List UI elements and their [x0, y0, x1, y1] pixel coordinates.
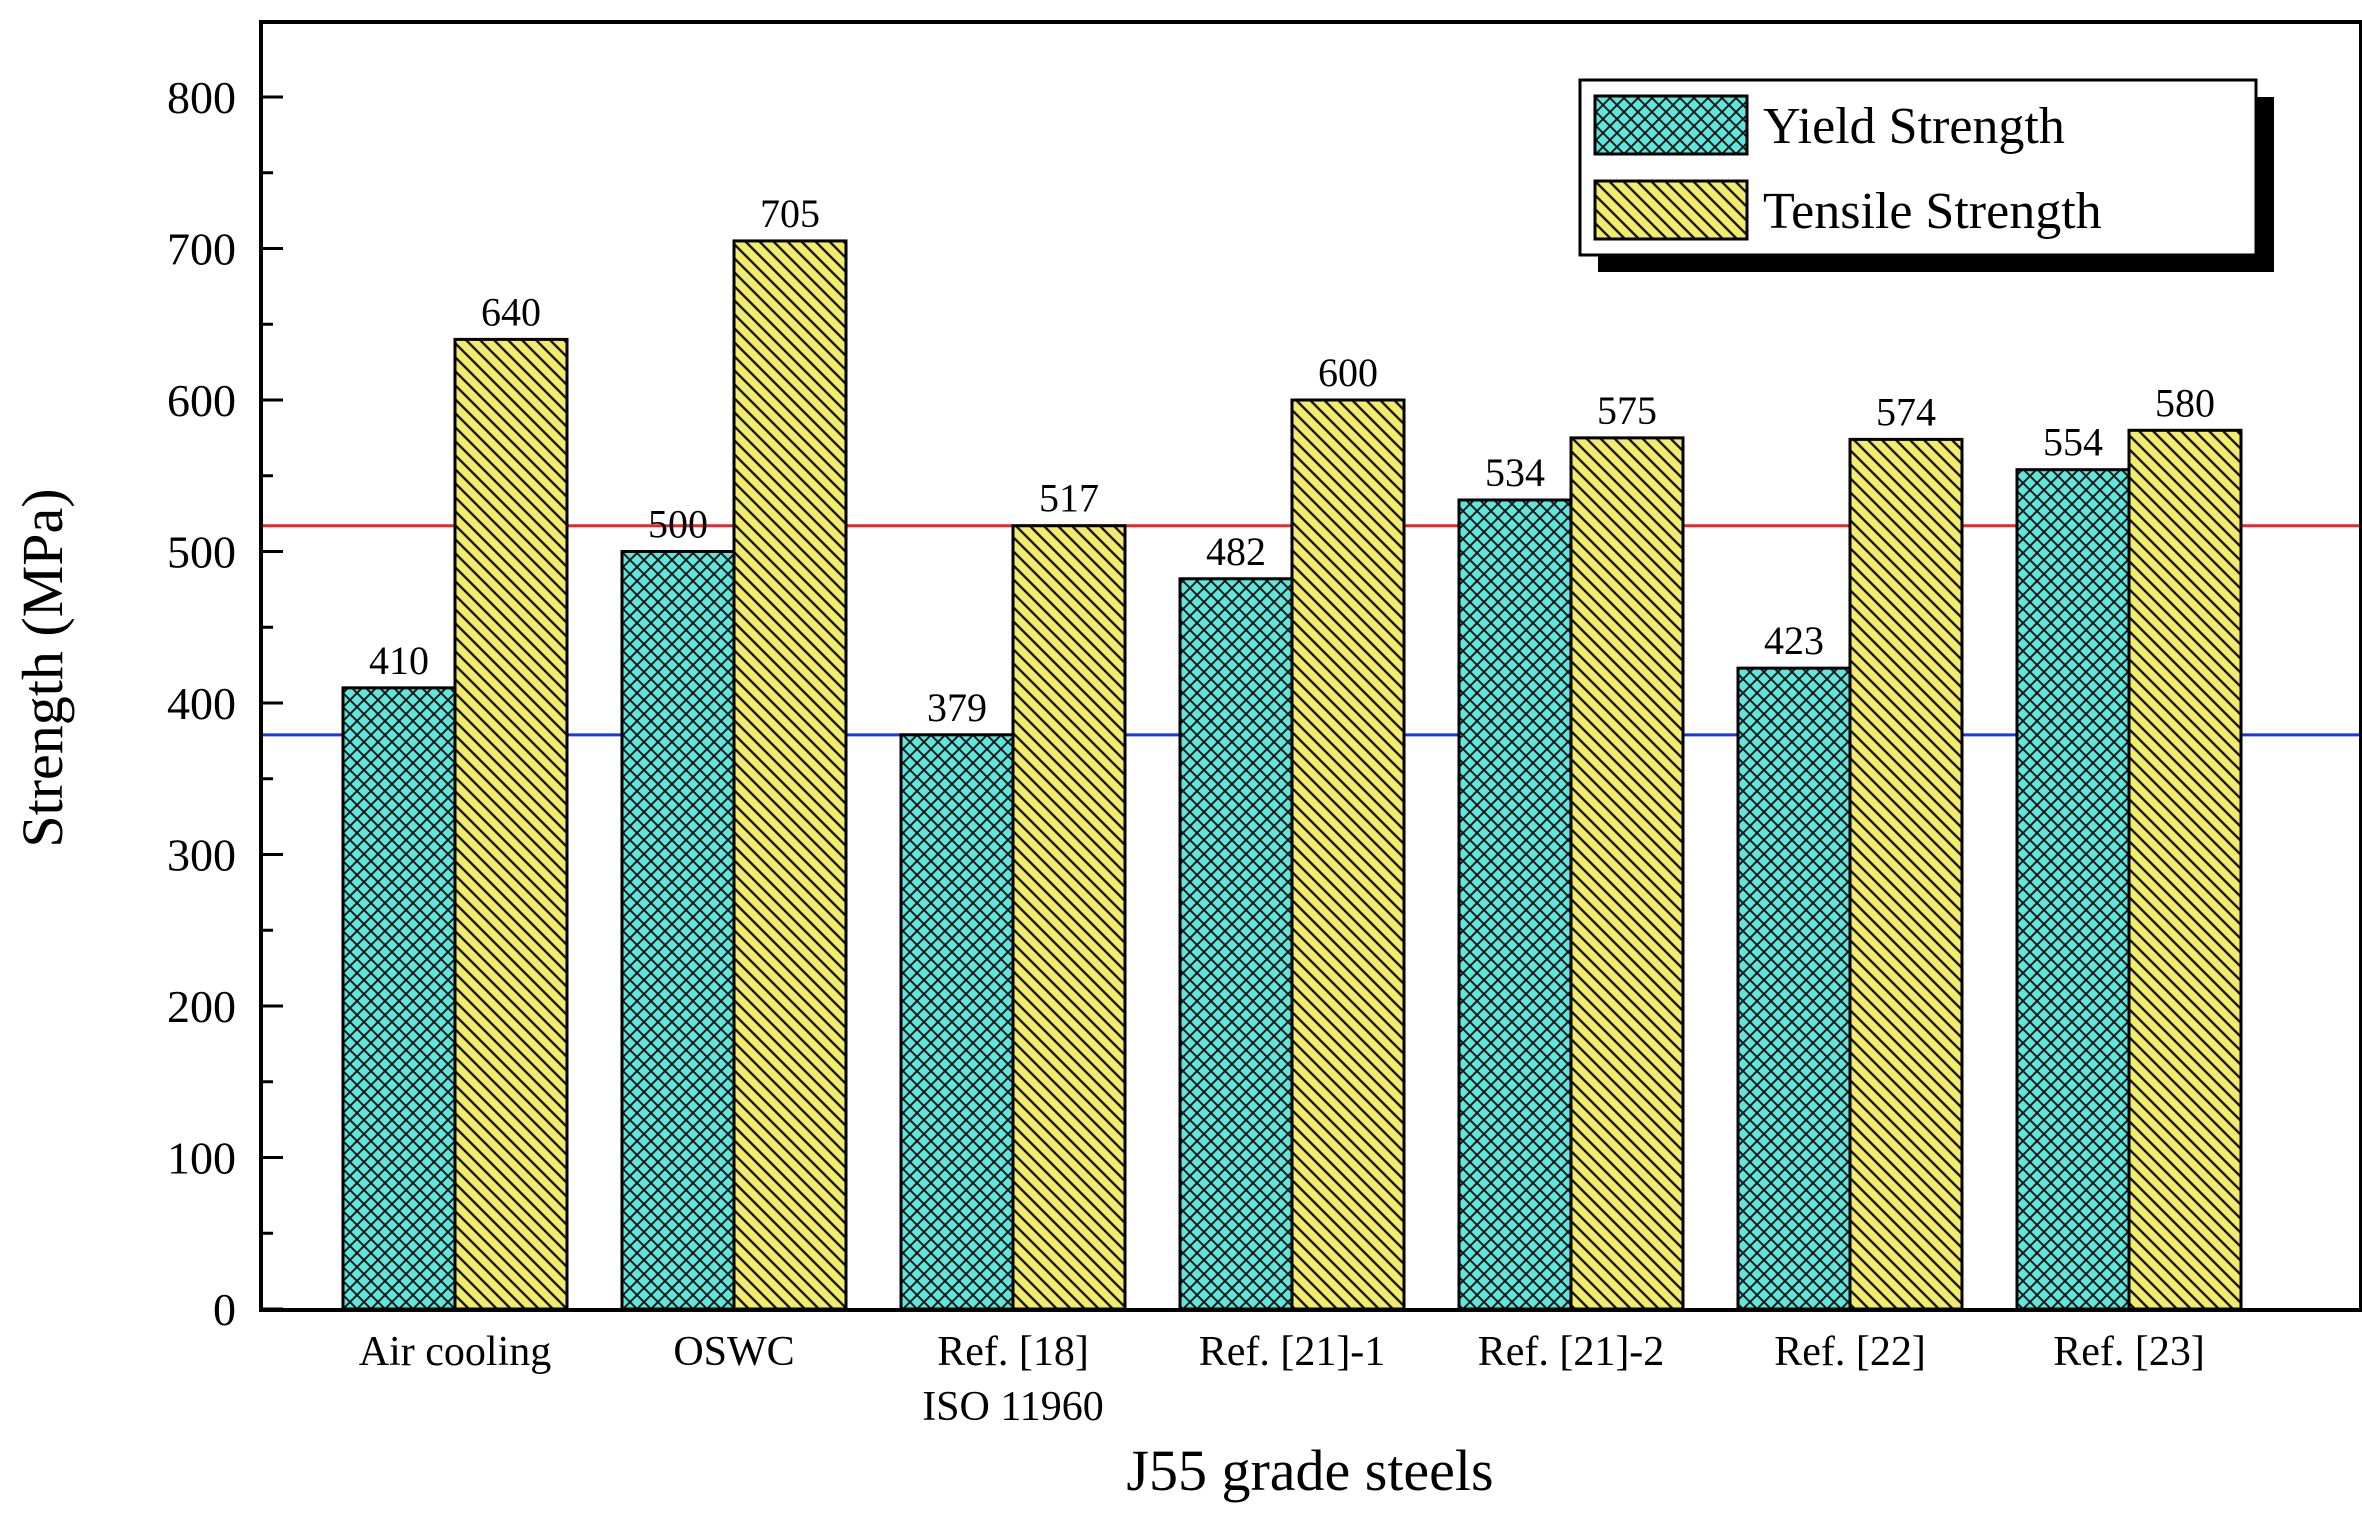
bars-group [341, 239, 2243, 1311]
bar-tensile-0 [453, 337, 569, 1311]
x-axis: Air cooling OSWC Ref. [18] ISO 11960 Ref. [2… [359, 1294, 2205, 1430]
bar-label-yield-2: 379 [927, 685, 987, 730]
y-tick-label-5: 500 [167, 527, 236, 578]
x-category-label-2-0: Ref. [18] [937, 1329, 1089, 1375]
plot-frame [259, 20, 2362, 1312]
x-category-label-0-0: Air cooling [359, 1329, 551, 1375]
bar-yield-5 [1736, 666, 1852, 1311]
bar-yield-4 [1457, 498, 1573, 1311]
bar-label-tensile-3: 600 [1318, 350, 1378, 395]
bar-tensile-6 [2127, 428, 2243, 1311]
y-tick-label-4: 400 [167, 678, 236, 729]
bar-labels-group: 410 640 500 705 379 517 482 600 534 575 423 574 554 5… [369, 191, 2215, 730]
x-axis-title: J55 grade steels [1126, 1438, 1493, 1503]
y-tick-label-1: 100 [167, 1133, 236, 1184]
x-category-label-3-0: Ref. [21]-1 [1199, 1329, 1386, 1375]
bar-label-tensile-5: 574 [1876, 389, 1936, 434]
x-category-label-2-1: ISO 11960 [922, 1384, 1104, 1430]
legend-swatch-yield [1593, 94, 1749, 156]
legend-label-yield: Yield Strength [1763, 98, 2065, 155]
bar-label-yield-4: 534 [1485, 450, 1545, 495]
x-category-label-4-0: Ref. [21]-2 [1478, 1329, 1665, 1375]
bar-tensile-1 [732, 239, 848, 1311]
y-axis: 0 100 200 300 400 500 600 700 800 [167, 72, 283, 1335]
bar-tensile-4 [1569, 436, 1685, 1311]
bar-label-tensile-1: 705 [760, 191, 820, 236]
y-tick-label-6: 600 [167, 375, 236, 426]
x-category-label-6-0: Ref. [23] [2053, 1329, 2205, 1375]
bar-label-yield-5: 423 [1764, 618, 1824, 663]
y-tick-label-0: 0 [213, 1284, 236, 1335]
bar-tensile-5 [1848, 437, 1964, 1311]
bar-tensile-3 [1290, 398, 1406, 1311]
bar-yield-0 [341, 686, 457, 1311]
bar-label-tensile-6: 580 [2155, 380, 2215, 425]
bar-yield-3 [1178, 577, 1294, 1311]
bar-yield-6 [2015, 468, 2131, 1311]
y-tick-label-2: 200 [167, 981, 236, 1032]
bar-label-yield-3: 482 [1206, 529, 1266, 574]
y-tick-label-7: 700 [167, 224, 236, 275]
bar-label-yield-6: 554 [2043, 420, 2103, 465]
y-tick-label-8: 800 [167, 72, 236, 123]
bar-label-tensile-2: 517 [1039, 476, 1099, 521]
y-axis-title: Strength (MPa) [10, 488, 75, 847]
x-category-label-5-0: Ref. [22] [1774, 1329, 1926, 1375]
bar-label-tensile-4: 575 [1597, 388, 1657, 433]
bar-label-tensile-0: 640 [481, 289, 541, 334]
bar-yield-2 [899, 733, 1015, 1311]
legend-swatch-tensile [1593, 179, 1749, 241]
bar-yield-1 [620, 550, 736, 1311]
bar-label-yield-0: 410 [369, 638, 429, 683]
legend-label-tensile: Tensile Strength [1763, 183, 2102, 240]
x-category-label-1-0: OSWC [673, 1329, 794, 1375]
legend: Yield Strength Tensile Strength [1578, 78, 2274, 272]
bar-tensile-2 [1011, 524, 1127, 1311]
y-tick-label-3: 300 [167, 830, 236, 881]
bar-label-yield-1: 500 [648, 502, 708, 547]
